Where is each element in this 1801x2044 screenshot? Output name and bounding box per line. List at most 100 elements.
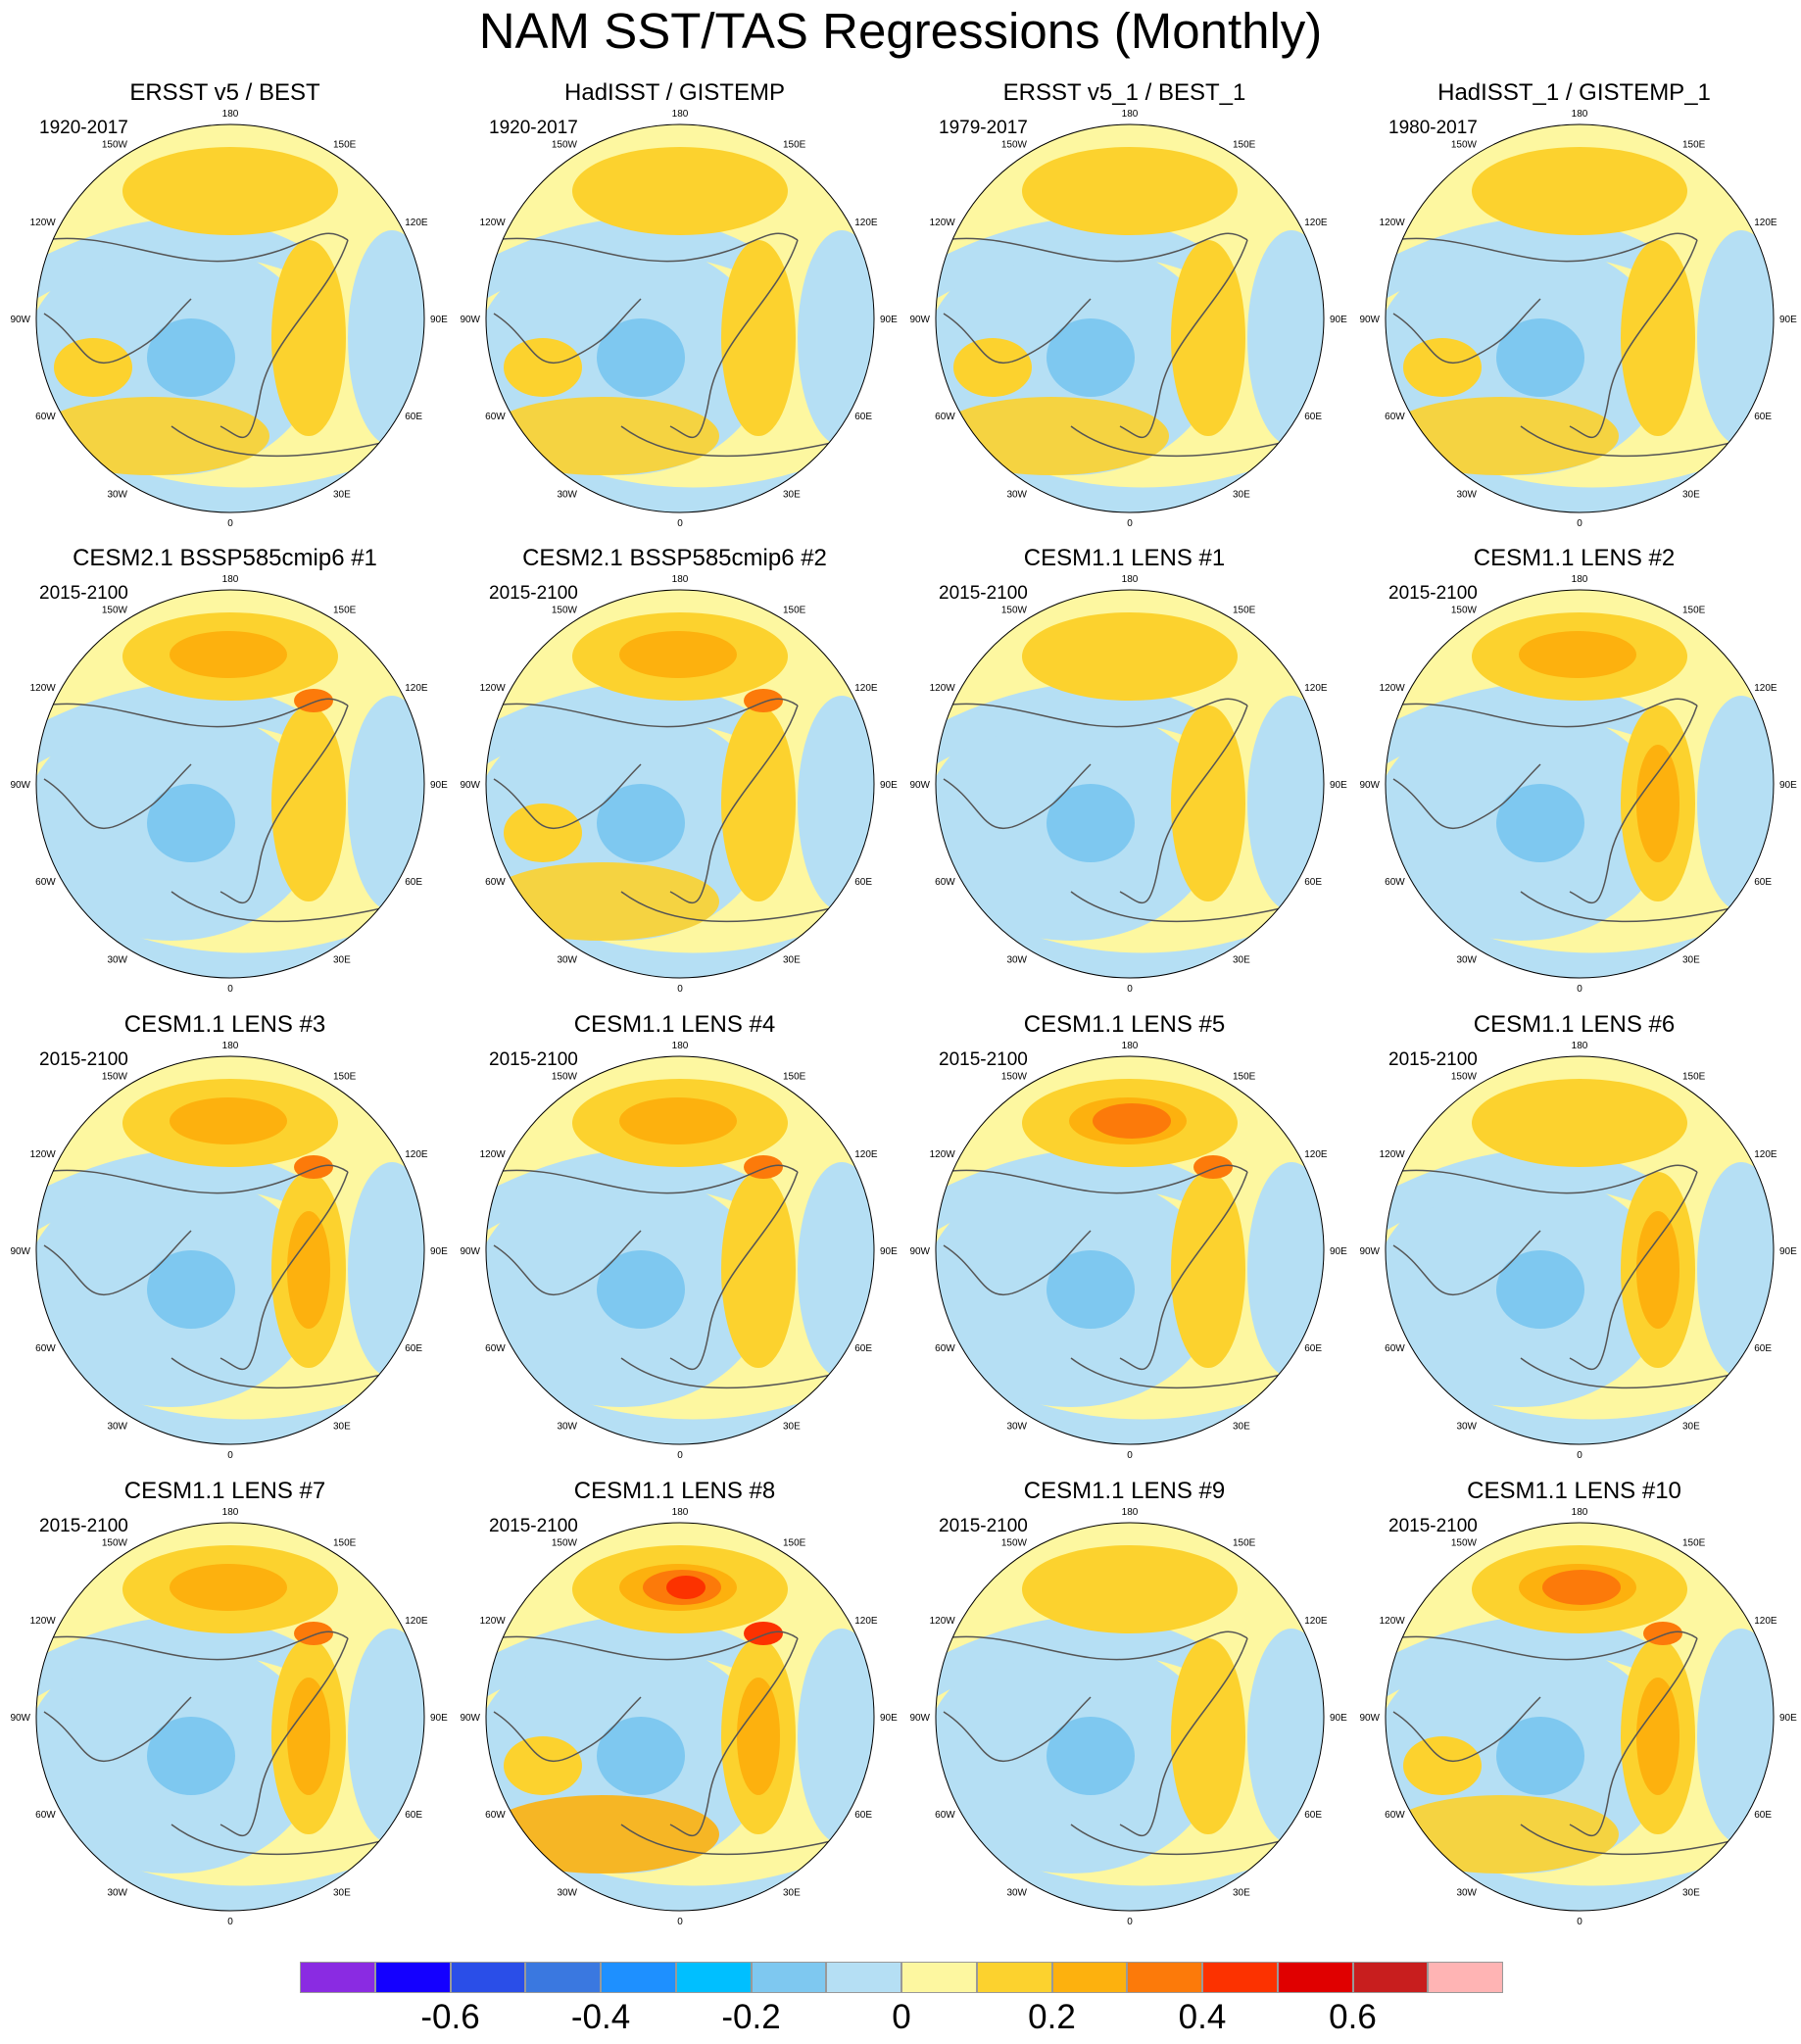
map-panel: 180 150E 120E 90E 60E 30E 0 30W 60W 90W 120W 150W Ha… <box>1349 78 1799 543</box>
longitude-label-upper-right: 150E <box>1233 606 1256 616</box>
longitude-label-left-upper: 120W <box>930 683 956 694</box>
map-panel: 180 150E 120E 90E 60E 30E 0 30W 60W 90W 120W 150W CE… <box>1349 1010 1799 1475</box>
longitude-label-lower-right: 30E <box>1233 954 1250 965</box>
field-hotspot <box>1193 1155 1233 1179</box>
field-blue-core <box>1496 318 1584 397</box>
longitude-label-lower-left: 30W <box>1456 489 1477 500</box>
polar-map: 180 150E 120E 90E 60E 30E 0 30W 60W 90W 120W 150W <box>909 109 1347 529</box>
longitude-label-top: 180 <box>672 574 689 585</box>
longitude-label-right-lower: 60E <box>854 412 872 422</box>
map-panel: 180 150E 120E 90E 60E 30E 0 30W 60W 90W 120W 150W CE… <box>1349 544 1799 1008</box>
longitude-label-upper-left: 150W <box>1451 140 1478 151</box>
coastline-eurasia <box>669 239 799 439</box>
longitude-label-left: 90W <box>460 780 480 791</box>
panel-title: CESM1.1 LENS #4 <box>573 1011 776 1038</box>
polar-map: 180 150E 120E 90E 60E 30E 0 30W 60W 90W 120W 150W <box>1359 1507 1797 1927</box>
field-blue-core <box>147 318 235 397</box>
colorbar-box <box>374 1962 451 1993</box>
longitude-label-right: 90E <box>430 1246 448 1257</box>
coastline-america <box>493 763 642 830</box>
field-eurasia-core <box>1636 745 1679 862</box>
longitude-label-bottom: 0 <box>1577 1917 1582 1927</box>
panel-title: ERSST v5 / BEST <box>129 79 320 106</box>
longitude-label-top: 180 <box>222 1507 239 1518</box>
panel-title: CESM2.1 BSSP585cmip6 #2 <box>522 545 827 571</box>
colorbar <box>300 1962 1503 1993</box>
panel-title: HadISST_1 / GISTEMP_1 <box>1437 79 1711 106</box>
coastline-eurasia <box>1119 705 1248 904</box>
field-atlantic-band <box>1386 1795 1619 1874</box>
map-boundary <box>485 1522 875 1912</box>
longitude-label-upper-left: 150W <box>102 606 128 616</box>
longitude-label-lower-left: 30W <box>557 1421 577 1432</box>
field-atlantic-band <box>486 862 719 941</box>
panel-title: HadISST / GISTEMP <box>564 79 785 106</box>
coastline-america <box>493 1230 642 1296</box>
longitude-label-left: 90W <box>1359 780 1380 791</box>
coastline-eurasia <box>1119 1637 1248 1837</box>
field-atlantic <box>1403 1736 1482 1795</box>
colorbar-tick-label: 0.4 <box>1178 1998 1227 2036</box>
longitude-label-left-upper: 120W <box>930 1616 956 1627</box>
longitude-label-right: 90E <box>1330 315 1347 325</box>
longitude-label-left-lower: 60W <box>35 412 56 422</box>
field-hotspot <box>1643 1622 1682 1645</box>
longitude-label-upper-left: 150W <box>1451 606 1478 616</box>
longitude-label-right: 90E <box>1330 780 1347 791</box>
field-blue-core <box>147 1717 235 1795</box>
longitude-label-upper-left: 150W <box>1451 1072 1478 1083</box>
panel-period: 2015-2100 <box>939 1049 1028 1070</box>
longitude-label-left: 90W <box>460 1713 480 1724</box>
coastline-america <box>1392 763 1541 830</box>
colorbar-tick-label: 0.2 <box>1028 1998 1076 2036</box>
colorbar-box <box>901 1962 977 1993</box>
field-pacific <box>1022 612 1238 701</box>
longitude-label-left-lower: 60W <box>935 1810 955 1821</box>
longitude-label-upper-left: 150W <box>102 1538 128 1549</box>
longitude-label-lower-left: 30W <box>1456 1421 1477 1432</box>
longitude-label-lower-right: 30E <box>333 1887 351 1898</box>
field-atlantic-band <box>36 397 269 475</box>
longitude-label-right: 90E <box>1779 1713 1797 1724</box>
field-eurasia <box>721 1172 796 1368</box>
longitude-label-upper-left: 150W <box>1001 1072 1028 1083</box>
longitude-label-lower-left: 30W <box>557 1887 577 1898</box>
coastline-america <box>43 1230 192 1296</box>
map-field <box>486 590 874 978</box>
map-panel: 180 150E 120E 90E 60E 30E 0 30W 60W 90W 120W 150W ER… <box>0 78 450 543</box>
longitude-label-right: 90E <box>430 1713 448 1724</box>
longitude-label-right-upper: 120E <box>1304 1149 1328 1160</box>
longitude-label-right-upper: 120E <box>854 1149 878 1160</box>
colorbar-tick-label: -0.6 <box>420 1998 480 2036</box>
map-field <box>486 124 874 512</box>
longitude-label-top: 180 <box>672 109 689 120</box>
longitude-label-bottom: 0 <box>1577 518 1582 529</box>
longitude-label-lower-right: 30E <box>333 489 351 500</box>
map-panel: 180 150E 120E 90E 60E 30E 0 30W 60W 90W 120W 150W Ha… <box>450 78 900 543</box>
field-eurasia <box>1171 706 1245 901</box>
longitude-label-left: 90W <box>10 1713 30 1724</box>
longitude-label-right-lower: 60E <box>1304 412 1322 422</box>
colorbar-box <box>1352 1962 1429 1993</box>
map-field <box>936 1056 1324 1444</box>
map-panel: 180 150E 120E 90E 60E 30E 0 30W 60W 90W 120W 150W CE… <box>450 1010 900 1475</box>
field-blue-core <box>597 318 685 397</box>
longitude-label-left-upper: 120W <box>30 218 57 228</box>
map-boundary <box>935 1055 1325 1445</box>
longitude-label-lower-left: 30W <box>1006 489 1027 500</box>
longitude-label-left-lower: 60W <box>485 877 506 888</box>
longitude-label-right: 90E <box>1330 1713 1347 1724</box>
map-field <box>486 1523 874 1911</box>
longitude-label-lower-left: 30W <box>1006 954 1027 965</box>
field-atlantic-band <box>486 397 719 475</box>
panel-period: 2015-2100 <box>1388 583 1478 604</box>
longitude-label-right-lower: 60E <box>1754 412 1772 422</box>
longitude-label-upper-right: 150E <box>783 1072 806 1083</box>
field-blue-core <box>1496 1717 1584 1795</box>
longitude-label-right-upper: 120E <box>405 683 428 694</box>
field-pacific-core <box>1093 1103 1171 1139</box>
coastline-america <box>493 298 642 365</box>
map-field <box>1386 590 1774 978</box>
map-field <box>36 1523 424 1911</box>
map-field <box>1386 1523 1774 1911</box>
